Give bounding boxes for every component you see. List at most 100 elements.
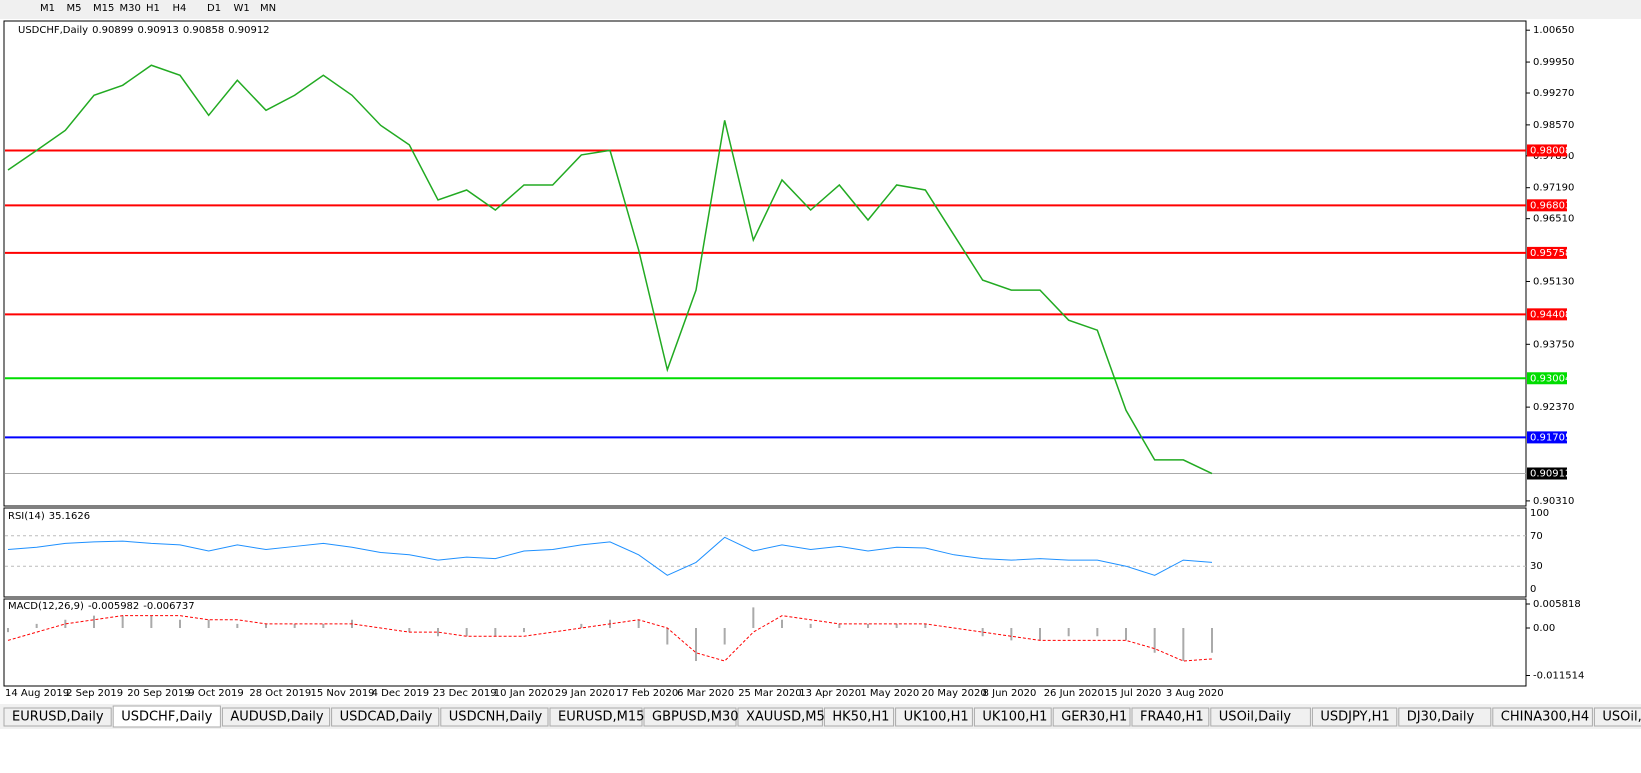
tab-background — [1052, 707, 1131, 727]
x-tick-label: 2 Sep 2019 — [66, 688, 123, 699]
timeframe-button[interactable]: M30 — [120, 3, 141, 14]
macd-bar — [867, 623, 869, 629]
tab[interactable]: USOil,D — [1593, 707, 1641, 727]
tab-background — [643, 707, 737, 727]
tab[interactable]: USOil,Daily — [1210, 707, 1311, 727]
macd-bar — [523, 628, 525, 633]
y-tick-label: 0.95130 — [1533, 276, 1574, 287]
macd-bar — [121, 615, 124, 629]
tab-label: CHINA300,H4 — [1501, 710, 1589, 725]
tab-label: GER30,H1 — [1061, 710, 1127, 725]
x-tick-label: 20 May 2020 — [922, 688, 987, 699]
price-box — [1527, 467, 1567, 480]
level-box — [1527, 144, 1567, 157]
tab[interactable]: GBPUSD,M30 — [643, 707, 739, 727]
y-tick-label: -0.011514 — [1533, 670, 1584, 681]
chart-header: USDCHF,Daily 0.90899 0.90913 0.90858 0.90912 — [18, 25, 270, 36]
tab-label: XAUUSD,M5 — [746, 710, 825, 725]
tab-background — [331, 707, 440, 727]
macd-bar — [265, 623, 267, 629]
tab[interactable]: USDCAD,Daily — [331, 707, 440, 727]
tab[interactable]: CHINA300,H4 — [1492, 707, 1593, 727]
tab[interactable]: HK50,H1 — [823, 707, 895, 727]
tab-background — [440, 707, 549, 727]
level-label: 0.95758 — [1530, 248, 1571, 259]
rsi-line — [7, 536, 1213, 576]
x-tick-label: 15 Jul 2020 — [1105, 688, 1162, 699]
timeframe-button[interactable]: M15 — [93, 3, 114, 14]
tab[interactable]: USDCHF,Daily — [112, 705, 221, 728]
timeframe-button[interactable]: H1 — [146, 3, 160, 14]
level-box — [1527, 431, 1567, 444]
tab[interactable]: DJ30,Daily — [1398, 707, 1492, 727]
tab[interactable]: UK100,H1 — [895, 707, 973, 727]
macd-bar — [781, 619, 783, 629]
x-tick-label: 29 Jan 2020 — [555, 688, 615, 699]
tab[interactable]: AUDUSD,Daily — [221, 707, 331, 727]
tab[interactable]: USDJPY,H1 — [1311, 707, 1398, 727]
tab-background — [737, 707, 823, 727]
level-box — [1527, 372, 1567, 385]
toolbar — [0, 0, 1641, 19]
timeframe-button[interactable]: H4 — [173, 3, 187, 14]
timeframe-button[interactable]: MN — [260, 3, 276, 14]
x-tick-label: 4 Dec 2019 — [372, 688, 430, 699]
tab-background — [221, 707, 331, 727]
tab-label: FRA40,H1 — [1140, 710, 1204, 725]
tab-label: EURUSD,M15 — [558, 710, 644, 725]
macd-bar — [465, 628, 468, 637]
tab[interactable]: EURUSD,M15 — [549, 707, 644, 727]
x-tick-label: 10 Jan 2020 — [494, 688, 554, 699]
level-label: 0.91705 — [1530, 432, 1571, 443]
x-tick-label: 26 Jun 2020 — [1044, 688, 1104, 699]
price: 0.90913 — [137, 25, 178, 36]
tab-background — [1593, 707, 1641, 727]
macd-bar — [179, 619, 181, 629]
macd-bar — [93, 615, 95, 629]
macd-bar — [1039, 628, 1041, 641]
macd-bar — [1153, 628, 1156, 653]
tab-background — [895, 707, 973, 727]
tab-label: USOil,Daily — [1219, 710, 1292, 725]
y-tick-label: 0.93750 — [1533, 339, 1574, 350]
x-tick-label: 8 Jun 2020 — [983, 688, 1037, 699]
timeframe-button[interactable]: W1 — [234, 3, 250, 14]
tab[interactable]: XAUUSD,M5 — [737, 707, 825, 727]
close-line — [7, 64, 1213, 475]
y-tick-label: 0.99950 — [1533, 57, 1574, 68]
tab-background — [823, 707, 895, 727]
macd-bar — [695, 628, 697, 662]
macd-bar — [838, 623, 841, 629]
y-tick-label: 0.90310 — [1533, 496, 1574, 507]
macd-bar — [64, 619, 67, 629]
timeframe-button[interactable]: D1 — [207, 3, 221, 14]
x-tick-label: 28 Oct 2019 — [249, 688, 311, 699]
tab[interactable]: GER30,H1 — [1052, 707, 1131, 727]
macd-header: MACD(12,26,9) -0.005982 -0.006737 — [8, 601, 195, 612]
y-tick-label: 30 — [1530, 561, 1543, 572]
macd-bar — [895, 623, 898, 629]
tab-label: EURUSD,Daily — [12, 710, 104, 725]
timeframe-button[interactable]: M1 — [40, 3, 55, 14]
macd-bar — [322, 623, 325, 629]
tab[interactable]: EURUSD,Daily — [3, 707, 112, 727]
macd-bar — [1096, 628, 1099, 637]
macd-bar — [666, 628, 669, 645]
macd-bar — [1010, 628, 1013, 641]
tab-label: UK100,H1 — [982, 710, 1047, 725]
level-box — [1527, 246, 1567, 259]
tab[interactable]: FRA40,H1 — [1131, 707, 1210, 727]
indicator-value: -0.005982 — [88, 601, 139, 612]
tab-background — [973, 707, 1052, 727]
tab[interactable]: USDCNH,Daily — [440, 707, 549, 727]
tab[interactable]: UK100,H1 — [973, 707, 1052, 727]
macd-bar — [723, 628, 726, 645]
level-box — [1527, 199, 1567, 212]
macd-bar — [1125, 628, 1127, 641]
tab-background — [1311, 707, 1398, 727]
macd-bar — [437, 628, 439, 637]
tab-background — [1398, 707, 1492, 727]
macd-bar — [35, 623, 38, 629]
timeframe-button[interactable]: M5 — [67, 3, 82, 14]
macd-bar — [408, 628, 411, 633]
